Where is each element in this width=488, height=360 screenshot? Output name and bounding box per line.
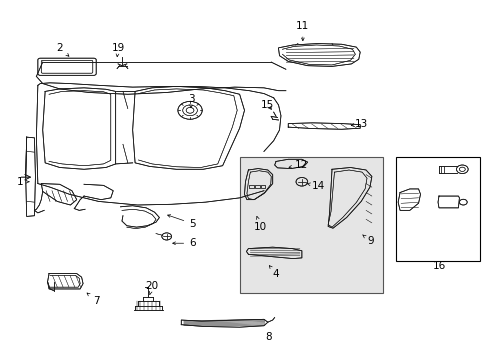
FancyBboxPatch shape: [239, 157, 382, 293]
Text: 20: 20: [145, 282, 158, 294]
Text: 14: 14: [306, 181, 325, 191]
Text: 6: 6: [172, 238, 195, 248]
Text: 16: 16: [431, 261, 445, 271]
Text: 13: 13: [350, 118, 367, 129]
Text: 8: 8: [265, 332, 271, 342]
Text: 1: 1: [17, 177, 29, 187]
Bar: [255, 185, 259, 188]
Text: 2: 2: [56, 43, 69, 56]
Text: 15: 15: [261, 100, 274, 110]
Text: 9: 9: [362, 235, 373, 247]
Bar: [261, 185, 265, 188]
Text: 12: 12: [288, 159, 308, 170]
Bar: [261, 185, 265, 188]
Text: 4: 4: [269, 266, 279, 279]
Text: 3: 3: [187, 94, 194, 108]
Bar: [249, 185, 253, 188]
Text: 5: 5: [167, 215, 195, 229]
Text: 10: 10: [253, 216, 266, 232]
Bar: [249, 185, 253, 188]
Bar: [255, 185, 259, 188]
Text: 7: 7: [87, 293, 100, 306]
Text: 19: 19: [111, 43, 124, 57]
Text: 11: 11: [296, 21, 309, 41]
